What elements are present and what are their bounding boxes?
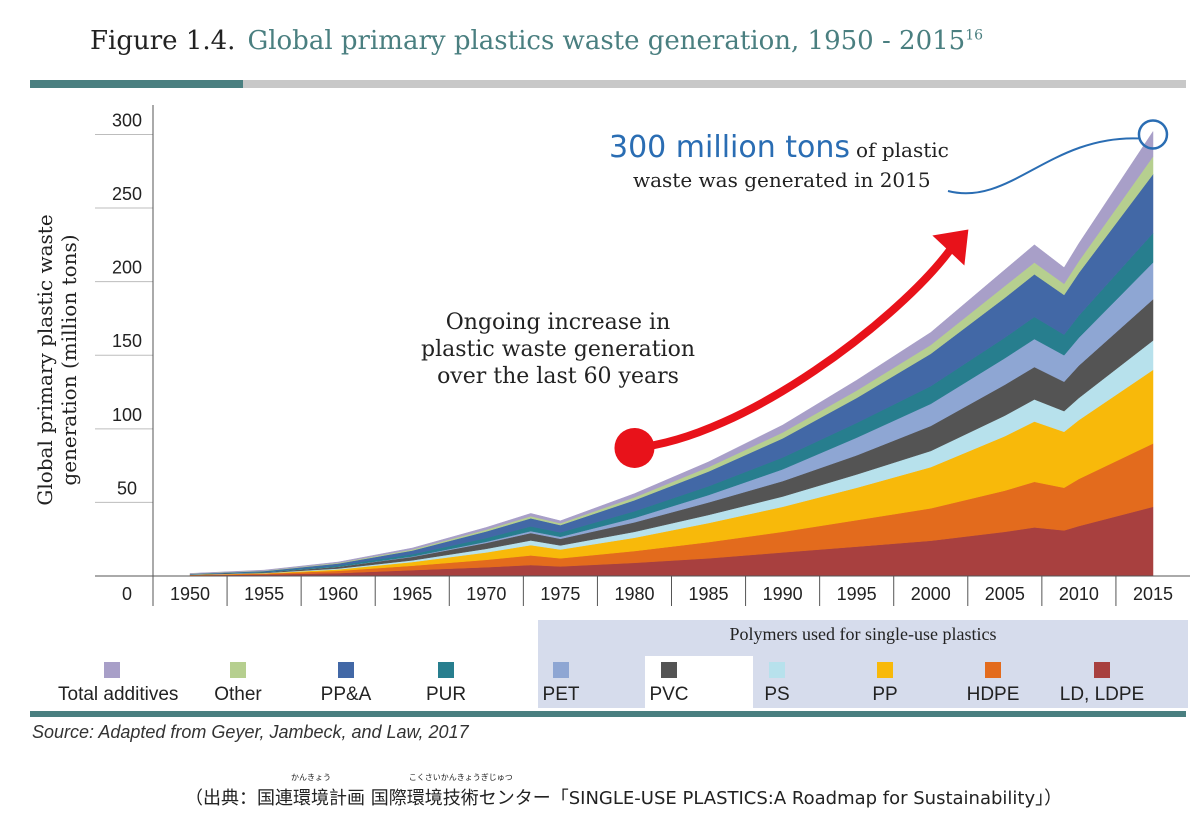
legend-item-pp-a: PP&A [292, 662, 400, 706]
x-tick-label-1990: 1990 [763, 584, 803, 604]
legend-item-other: Other [184, 662, 292, 706]
legend-item-pur: PUR [392, 662, 500, 706]
legend-label: PS [764, 684, 790, 705]
x-tick-labels: 1950 1955 1960 1965 1970 1975 1980 1985 1990 1995… [170, 584, 1173, 604]
y-tick-label-0: 0 [122, 584, 132, 604]
legend-band-title: Polymers used for single-use plastics [729, 624, 997, 644]
legend-swatch [230, 662, 246, 678]
caption-ruby1: かんきょう [291, 773, 331, 782]
legend-label: HDPE [966, 684, 1020, 705]
legend-item-ps: PS [723, 662, 831, 706]
caption-open: （出典： [185, 788, 257, 809]
x-tick-label-1975: 1975 [540, 584, 580, 604]
y-tick-label-200: 200 [112, 258, 142, 278]
legend-label: LD, LDPE [1059, 684, 1145, 705]
x-tick-label-1985: 1985 [689, 584, 729, 604]
arrow-annotation-line-1: Ongoing increase in [446, 310, 671, 335]
legend-swatch [985, 662, 1001, 678]
figure-label: Figure 1.4. [90, 26, 236, 56]
x-tick-label-2000: 2000 [911, 584, 951, 604]
legend-label: Other [214, 684, 262, 705]
callout-circle [1137, 119, 1169, 150]
y-tick-label-100: 100 [112, 405, 142, 425]
y-tick-label-300: 300 [112, 110, 142, 130]
x-tick-label-1970: 1970 [466, 584, 506, 604]
x-tick-label-1950: 1950 [170, 584, 210, 604]
legend-label: PET [542, 684, 580, 705]
legend-divider [30, 711, 1186, 717]
y-tick-label-250: 250 [112, 184, 142, 204]
title-divider-accent [30, 80, 243, 88]
callout-rest: of plastic [856, 138, 949, 162]
arrow-annotation-line-3: over the last 60 years [437, 364, 679, 389]
chart-axes [95, 105, 1190, 606]
x-tick-label-2015: 2015 [1133, 584, 1173, 604]
legend-item-pvc: PVC [615, 662, 723, 706]
chart-series-areas [189, 130, 1154, 577]
x-tick-label-1995: 1995 [837, 584, 877, 604]
legend-label: PVC [649, 684, 689, 705]
source-note: Source: Adapted from Geyer, Jambeck, and… [32, 722, 469, 742]
legend-label: PUR [425, 684, 467, 705]
x-tick-label-1955: 1955 [244, 584, 284, 604]
callout-connector [947, 137, 1139, 195]
caption-ruby2: こくさいかんきょうぎじゅつ [408, 773, 513, 782]
legend-label: PP [872, 684, 898, 705]
figure-title: Figure 1.4. Global primary plastics waste… [90, 26, 983, 56]
chart-legend: Polymers used for single-use plastics To… [30, 620, 1188, 710]
title-divider [30, 80, 1186, 88]
legend-item-hdpe: HDPE [939, 662, 1047, 706]
legend-swatch [769, 662, 785, 678]
caption-word2-text: 国際環境技術センター [370, 788, 551, 809]
legend-item-total-additives: Total additives [58, 662, 178, 706]
y-axis-title: Global primary plastic waste generation (… [33, 214, 81, 505]
legend-item-ld-ldpe: LD, LDPE [1048, 662, 1156, 706]
legend-swatch [438, 662, 454, 678]
y-tick-label-150: 150 [112, 331, 142, 351]
legend-swatch [877, 662, 893, 678]
legend-swatch [661, 662, 677, 678]
caption-word1-text: 国連環境計画 [257, 788, 365, 809]
legend-item-pp: PP [831, 662, 939, 706]
arrow-line [630, 245, 955, 452]
caption-word2: 国際環境技術センター こくさいかんきょうぎじゅつ [370, 773, 551, 810]
arrow-annotation-line-2: plastic waste generation [421, 337, 695, 362]
legend-label: PP&A [320, 684, 372, 705]
callout-line-1: 300 million tons of plastic [609, 130, 949, 165]
area-total-additives [189, 130, 1154, 574]
y-axis-title-line-2: generation (million tons) [57, 234, 81, 485]
chart-grid [95, 133, 1117, 606]
figure-title-text: Global primary plastics waste generation… [247, 26, 983, 56]
caption-word1: 国連環境計画 かんきょう [257, 773, 365, 810]
legend-swatch [104, 662, 120, 678]
legend-item-pet: PET [507, 662, 615, 706]
legend-swatch [338, 662, 354, 678]
y-axis-title-line-1: Global primary plastic waste [33, 214, 57, 505]
caption: （出典：国連環境計画 かんきょう 国際環境技術センター こくさいかんきょうぎじゅつ「… [185, 773, 1063, 810]
caption-close: 「SINGLE-USE PLASTICS:A Roadmap for Susta… [550, 788, 1063, 809]
x-tick-label-2010: 2010 [1059, 584, 1099, 604]
y-tick-label-50: 50 [117, 478, 137, 498]
callout-highlight: 300 million tons [609, 130, 850, 165]
callout-line-2: waste was generated in 2015 [633, 168, 931, 192]
legend-swatch [553, 662, 569, 678]
x-tick-label-1980: 1980 [614, 584, 654, 604]
x-tick-label-1965: 1965 [392, 584, 432, 604]
figure-title-main: Global primary plastics waste generation… [247, 26, 966, 56]
arrow-head [932, 229, 969, 266]
y-tick-labels: 0 50 100 150 200 250 300 [112, 110, 142, 604]
figure-footnote-ref: 16 [965, 27, 984, 44]
legend-label: Total additives [58, 684, 179, 705]
x-tick-label-1960: 1960 [318, 584, 358, 604]
legend-swatch [1094, 662, 1110, 678]
x-tick-label-2005: 2005 [985, 584, 1025, 604]
